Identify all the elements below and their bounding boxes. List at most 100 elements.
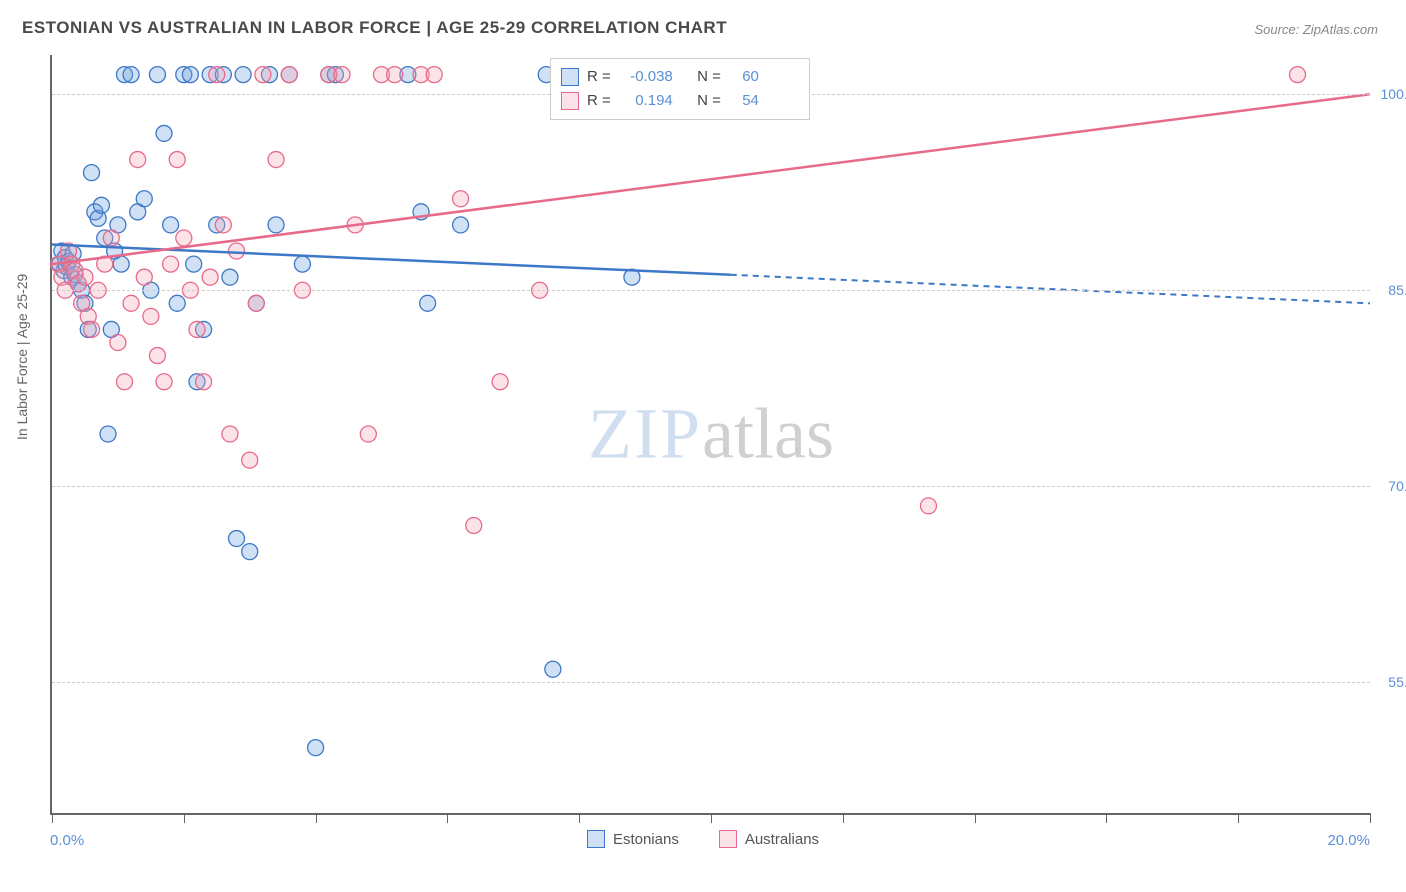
series-legend: Estonians Australians: [0, 830, 1406, 848]
data-point: [123, 295, 139, 311]
data-point: [163, 256, 179, 272]
data-point: [130, 152, 146, 168]
correlation-legend: R = -0.038 N = 60 R = 0.194 N = 54: [550, 58, 810, 120]
r-value: 0.194: [619, 89, 673, 113]
n-label: N =: [697, 65, 721, 89]
scatter-svg: [52, 55, 1370, 813]
data-point: [169, 295, 185, 311]
x-tick: [843, 813, 844, 823]
data-point: [229, 531, 245, 547]
trend-line: [52, 245, 731, 275]
data-point: [466, 517, 482, 533]
legend-swatch: [561, 92, 579, 110]
data-point: [93, 197, 109, 213]
data-point: [387, 67, 403, 83]
series-legend-item: Estonians: [587, 830, 679, 848]
data-point: [920, 498, 936, 514]
data-point: [281, 67, 297, 83]
plot-area: ZIPatlas 55.0%70.0%85.0%100.0%: [50, 55, 1370, 815]
trend-line-dashed: [731, 275, 1370, 304]
data-point: [420, 295, 436, 311]
data-point: [242, 544, 258, 560]
data-point: [235, 67, 251, 83]
source-credit: Source: ZipAtlas.com: [1254, 22, 1378, 37]
data-point: [545, 661, 561, 677]
data-point: [222, 426, 238, 442]
data-point: [215, 217, 231, 233]
gridline: [52, 290, 1370, 291]
x-tick: [711, 813, 712, 823]
data-point: [77, 269, 93, 285]
y-tick-label: 55.0%: [1388, 674, 1406, 690]
data-point: [84, 165, 100, 181]
legend-swatch: [719, 830, 737, 848]
data-point: [169, 152, 185, 168]
data-point: [453, 217, 469, 233]
x-tick: [975, 813, 976, 823]
gridline: [52, 486, 1370, 487]
data-point: [426, 67, 442, 83]
data-point: [84, 321, 100, 337]
data-point: [242, 452, 258, 468]
legend-row: R = 0.194 N = 54: [561, 89, 799, 113]
x-tick: [1370, 813, 1371, 823]
data-point: [176, 230, 192, 246]
data-point: [123, 67, 139, 83]
source-name: ZipAtlas.com: [1303, 22, 1378, 37]
data-point: [308, 740, 324, 756]
data-point: [268, 152, 284, 168]
y-tick-label: 70.0%: [1388, 478, 1406, 494]
data-point: [196, 374, 212, 390]
data-point: [255, 67, 271, 83]
legend-swatch: [587, 830, 605, 848]
n-value: 60: [729, 65, 759, 89]
data-point: [156, 125, 172, 141]
data-point: [229, 243, 245, 259]
x-tick: [579, 813, 580, 823]
series-legend-item: Australians: [719, 830, 819, 848]
chart-title: ESTONIAN VS AUSTRALIAN IN LABOR FORCE | …: [22, 18, 727, 38]
n-value: 54: [729, 89, 759, 113]
y-tick-label: 85.0%: [1388, 282, 1406, 298]
data-point: [186, 256, 202, 272]
data-point: [268, 217, 284, 233]
n-label: N =: [697, 89, 721, 113]
series-name: Australians: [745, 831, 819, 848]
data-point: [149, 67, 165, 83]
data-point: [1290, 67, 1306, 83]
data-point: [136, 191, 152, 207]
data-point: [100, 426, 116, 442]
data-point: [149, 348, 165, 364]
data-point: [202, 269, 218, 285]
data-point: [116, 374, 132, 390]
data-point: [222, 269, 238, 285]
x-tick: [184, 813, 185, 823]
data-point: [103, 230, 119, 246]
x-tick: [52, 813, 53, 823]
source-label: Source:: [1254, 22, 1302, 37]
y-tick-label: 100.0%: [1381, 86, 1406, 102]
gridline: [52, 682, 1370, 683]
r-label: R =: [587, 89, 611, 113]
data-point: [360, 426, 376, 442]
data-point: [143, 308, 159, 324]
data-point: [294, 256, 310, 272]
data-point: [453, 191, 469, 207]
data-point: [110, 335, 126, 351]
data-point: [189, 321, 205, 337]
data-point: [209, 67, 225, 83]
data-point: [163, 217, 179, 233]
data-point: [334, 67, 350, 83]
legend-swatch: [561, 68, 579, 86]
r-label: R =: [587, 65, 611, 89]
legend-row: R = -0.038 N = 60: [561, 65, 799, 89]
x-tick: [1106, 813, 1107, 823]
data-point: [156, 374, 172, 390]
data-point: [248, 295, 264, 311]
x-tick: [316, 813, 317, 823]
r-value: -0.038: [619, 65, 673, 89]
data-point: [492, 374, 508, 390]
series-name: Estonians: [613, 831, 679, 848]
data-point: [113, 256, 129, 272]
data-point: [136, 269, 152, 285]
